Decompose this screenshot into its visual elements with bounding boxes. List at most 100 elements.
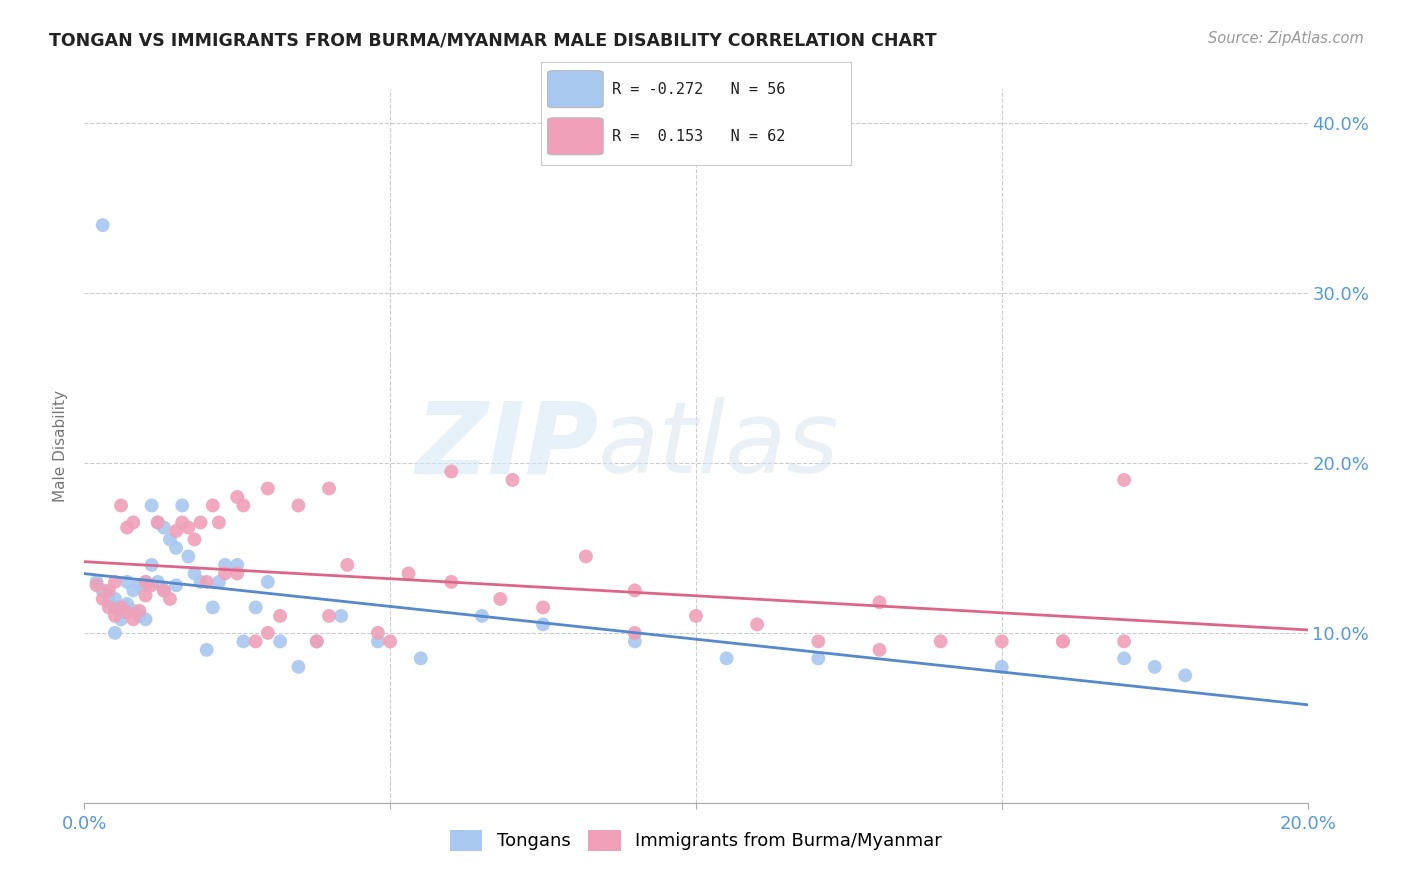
Point xyxy=(245,634,267,648)
Point xyxy=(128,608,150,623)
Point xyxy=(367,634,389,648)
Point xyxy=(122,516,145,530)
Point xyxy=(214,558,236,572)
Point xyxy=(226,566,249,581)
Point xyxy=(201,600,224,615)
Point xyxy=(159,533,181,547)
Text: R = -0.272   N = 56: R = -0.272 N = 56 xyxy=(613,81,786,96)
Point xyxy=(190,516,212,530)
Point xyxy=(502,473,524,487)
Point xyxy=(257,574,280,589)
Point xyxy=(624,583,647,598)
Point xyxy=(336,558,359,572)
Point xyxy=(531,600,554,615)
Point xyxy=(115,606,138,620)
Point xyxy=(104,574,127,589)
Point xyxy=(232,499,254,513)
Point xyxy=(165,541,187,555)
Point xyxy=(135,574,157,589)
FancyBboxPatch shape xyxy=(547,118,603,155)
Point xyxy=(110,600,132,615)
Point xyxy=(115,574,138,589)
Point xyxy=(685,608,707,623)
Point xyxy=(1114,634,1136,648)
Point xyxy=(869,595,891,609)
Point xyxy=(208,574,231,589)
Point xyxy=(97,595,120,609)
Point xyxy=(91,583,114,598)
Point xyxy=(287,499,309,513)
Point xyxy=(531,617,554,632)
Point xyxy=(110,606,132,620)
Point xyxy=(104,591,127,606)
Point xyxy=(489,591,512,606)
Point xyxy=(141,499,163,513)
Point xyxy=(245,600,267,615)
Point xyxy=(807,651,830,665)
Point xyxy=(305,634,328,648)
Y-axis label: Male Disability: Male Disability xyxy=(53,390,69,502)
FancyBboxPatch shape xyxy=(547,70,603,108)
Point xyxy=(208,516,231,530)
Point xyxy=(226,490,249,504)
Text: Source: ZipAtlas.com: Source: ZipAtlas.com xyxy=(1208,31,1364,46)
Point xyxy=(991,660,1014,674)
Point xyxy=(97,589,120,603)
Point xyxy=(141,558,163,572)
Point xyxy=(135,578,157,592)
Point xyxy=(747,617,769,632)
Point xyxy=(115,520,138,534)
Point xyxy=(86,574,108,589)
Point xyxy=(177,520,200,534)
Point xyxy=(86,578,108,592)
Point xyxy=(624,626,647,640)
Point xyxy=(409,651,432,665)
Point xyxy=(135,589,157,603)
Point xyxy=(318,608,340,623)
Point xyxy=(153,583,176,598)
Point xyxy=(183,566,205,581)
Point xyxy=(122,604,145,618)
Point xyxy=(869,643,891,657)
Point xyxy=(165,578,187,592)
Point xyxy=(305,634,328,648)
Point xyxy=(269,634,291,648)
Point xyxy=(159,591,181,606)
Point xyxy=(624,634,647,648)
Point xyxy=(128,604,150,618)
Point xyxy=(226,558,249,572)
Point xyxy=(807,634,830,648)
Point xyxy=(380,634,402,648)
Point xyxy=(122,612,145,626)
Point xyxy=(110,612,132,626)
Point xyxy=(232,634,254,648)
Point xyxy=(183,533,205,547)
Legend: Tongans, Immigrants from Burma/Myanmar: Tongans, Immigrants from Burma/Myanmar xyxy=(443,822,949,858)
Point xyxy=(269,608,291,623)
Point xyxy=(135,574,157,589)
Point xyxy=(1114,651,1136,665)
Point xyxy=(104,626,127,640)
Point xyxy=(146,516,169,530)
Point xyxy=(1114,473,1136,487)
Point xyxy=(153,583,176,598)
Point xyxy=(367,626,389,640)
Point xyxy=(1052,634,1074,648)
Text: TONGAN VS IMMIGRANTS FROM BURMA/MYANMAR MALE DISABILITY CORRELATION CHART: TONGAN VS IMMIGRANTS FROM BURMA/MYANMAR … xyxy=(49,31,936,49)
Point xyxy=(440,574,463,589)
Point xyxy=(991,634,1014,648)
Point xyxy=(135,612,157,626)
Point xyxy=(97,600,120,615)
Point xyxy=(929,634,952,648)
Point xyxy=(122,583,145,598)
Text: ZIP: ZIP xyxy=(415,398,598,494)
Point xyxy=(195,574,218,589)
Point xyxy=(440,465,463,479)
Point xyxy=(201,499,224,513)
Point xyxy=(330,608,353,623)
Point xyxy=(104,600,127,615)
Point xyxy=(716,651,738,665)
Point xyxy=(287,660,309,674)
Point xyxy=(575,549,598,564)
Point xyxy=(91,591,114,606)
